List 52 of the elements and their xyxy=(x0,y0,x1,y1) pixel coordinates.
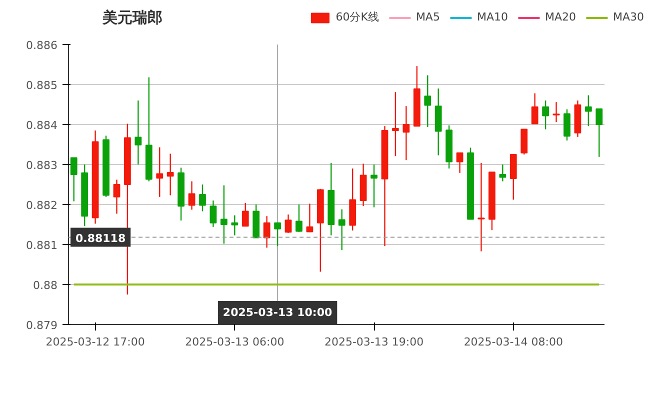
x-tick-label: 2025-03-12 17:00 xyxy=(46,336,145,348)
y-tick-label: 0.881 xyxy=(26,239,58,252)
candlestick xyxy=(113,179,120,214)
candlestick xyxy=(510,154,517,200)
legend-label: MA30 xyxy=(612,10,644,24)
candlestick xyxy=(596,108,603,158)
y-tick-label: 0.879 xyxy=(26,319,58,332)
chart-title: 美元瑞郎 xyxy=(102,8,162,26)
legend-label: MA10 xyxy=(476,10,508,24)
candlestick xyxy=(392,92,399,157)
candlestick xyxy=(220,184,228,244)
y-tick-label: 0.885 xyxy=(26,79,58,92)
y-tick-label: 0.883 xyxy=(26,159,58,172)
candlestick xyxy=(199,184,206,212)
candlestick xyxy=(188,180,196,210)
x-tick-label: 2025-03-13 19:00 xyxy=(324,336,424,348)
candlestick xyxy=(424,74,432,128)
candlestick xyxy=(456,152,464,174)
candlestick xyxy=(584,94,592,127)
candlestick xyxy=(552,102,560,123)
y-tick-label: 0.88 xyxy=(33,279,58,292)
y-tick-label: 0.882 xyxy=(26,199,58,212)
ref-line-label: 2025-03-13 10:00 xyxy=(222,306,332,319)
candlestick xyxy=(284,214,292,234)
candlestick xyxy=(274,222,281,247)
candlestick xyxy=(338,208,346,251)
x-tick-label: 2025-03-13 06:00 xyxy=(185,336,284,348)
candlestick xyxy=(542,100,549,130)
ref-line-label: 0.88118 xyxy=(76,232,126,245)
candlestick xyxy=(166,153,174,196)
y-tick-label: 0.884 xyxy=(26,119,58,132)
candlestick xyxy=(242,202,249,227)
legend-label: MA20 xyxy=(544,10,576,24)
candlestick xyxy=(478,162,485,252)
candlestick xyxy=(296,204,302,233)
candlestick xyxy=(564,108,570,142)
legend-label: MA5 xyxy=(416,10,440,24)
candlestick xyxy=(210,200,217,228)
candlestick xyxy=(499,164,506,182)
candlestick xyxy=(370,164,378,208)
candlestick xyxy=(402,106,410,161)
candlestick xyxy=(263,216,270,248)
candlestick xyxy=(306,203,314,233)
candlestick xyxy=(70,157,78,202)
x-tick-label: 2025-03-14 08:00 xyxy=(464,336,563,348)
candlestick xyxy=(134,100,142,166)
candlestick xyxy=(156,146,164,198)
legend-label: 60分K线 xyxy=(336,10,379,24)
candlestick xyxy=(520,128,528,156)
candlestick xyxy=(531,92,538,124)
candlestick xyxy=(231,214,238,236)
y-tick-label: 0.886 xyxy=(26,39,58,52)
